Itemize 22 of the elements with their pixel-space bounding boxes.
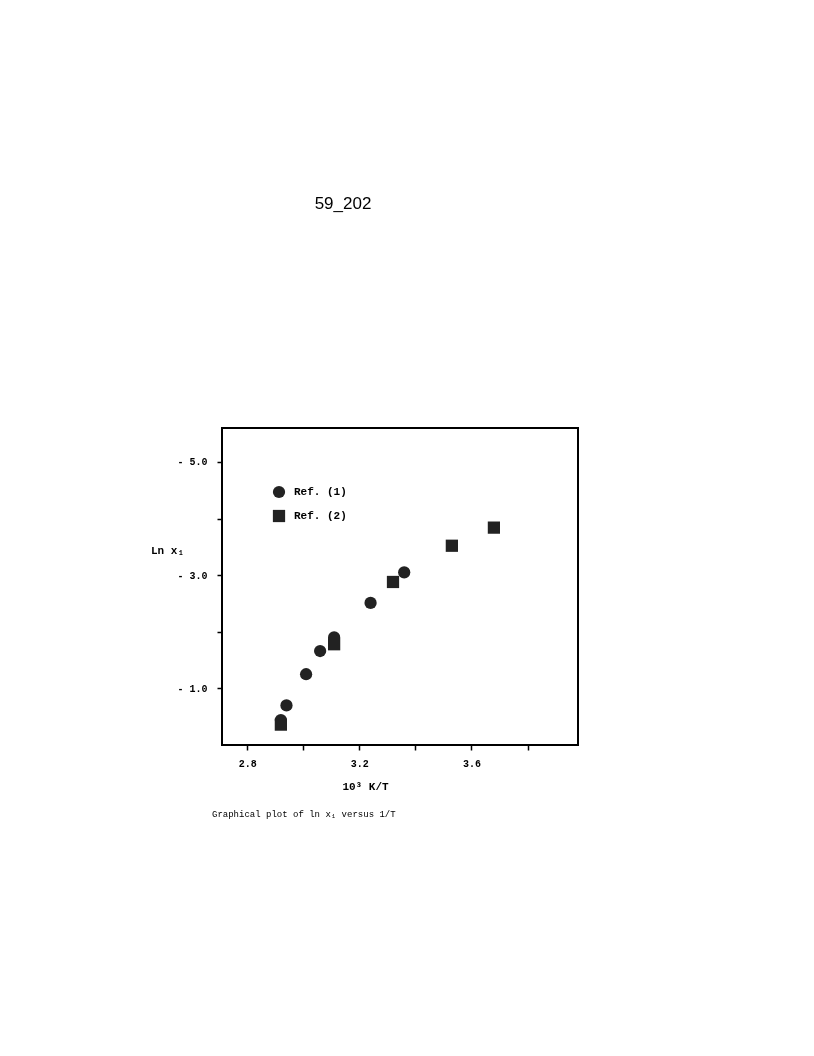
y-tick-label: - 5.0 bbox=[177, 457, 208, 469]
y-tick-label: - 1.0 bbox=[177, 683, 208, 695]
y-axis-title: Ln x₁ bbox=[150, 544, 185, 557]
text: Graphical plot of ln x₁ versus 1/T bbox=[212, 810, 397, 820]
x-axis-title: 10³ K/T bbox=[342, 780, 389, 793]
point bbox=[445, 539, 458, 552]
x-tick-label: 2.8 bbox=[238, 758, 257, 770]
legend-label: Ref. (2) bbox=[294, 510, 347, 522]
point bbox=[386, 575, 400, 589]
legend-label: Ref. (1) bbox=[294, 486, 347, 498]
chart-title: 59_202 bbox=[314, 194, 372, 213]
point bbox=[398, 566, 411, 579]
point bbox=[274, 718, 287, 731]
y-tick-label: - 3.0 bbox=[177, 570, 208, 582]
point bbox=[280, 699, 293, 712]
x-tick-label: 3.2 bbox=[350, 758, 369, 770]
point bbox=[328, 638, 341, 651]
point bbox=[487, 521, 501, 534]
point bbox=[364, 596, 377, 610]
point bbox=[299, 668, 313, 681]
point bbox=[313, 644, 327, 658]
x-tick-label: 3.6 bbox=[462, 758, 481, 770]
